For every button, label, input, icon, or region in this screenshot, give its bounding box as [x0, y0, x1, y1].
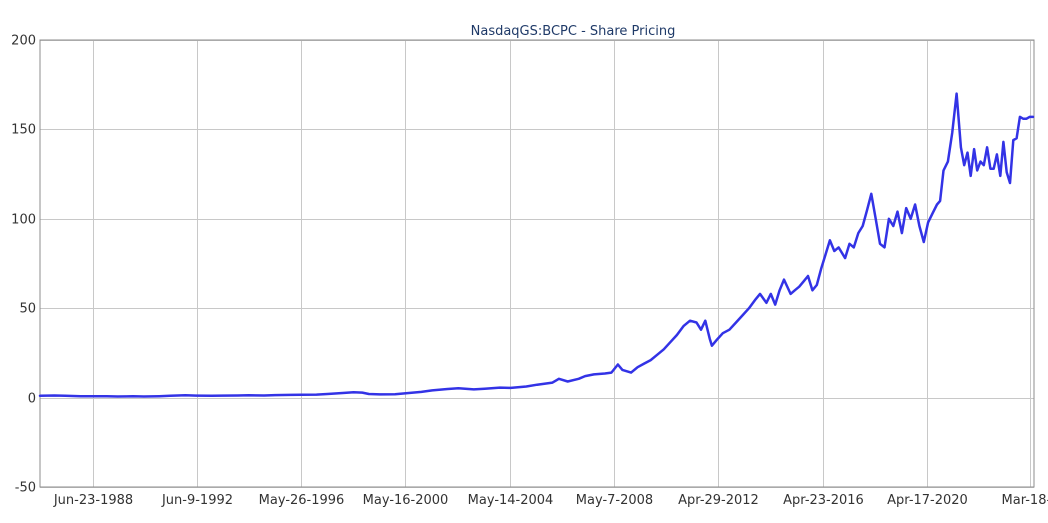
series-layer [38, 92, 1035, 398]
x-tick-label: May-16-2000 [363, 493, 449, 508]
plot-area-border [39, 39, 1035, 488]
chart-title: NasdaqGS:BCPC - Share Pricing [471, 24, 676, 39]
y-tick-label: 100 [11, 213, 36, 228]
price-series-line [38, 92, 1035, 398]
y-tick-label: 0 [28, 392, 36, 407]
x-tick-label: Apr-23-2016 [783, 493, 864, 508]
x-tick-label: Jun-23-1988 [53, 493, 133, 508]
y-tick-label: 150 [11, 123, 36, 138]
x-tick-label: Apr-29-2012 [678, 493, 759, 508]
y-tick-label: 50 [19, 302, 36, 317]
x-tick-label: Mar-18-2 [1002, 493, 1048, 508]
y-tick-label: -50 [15, 481, 36, 496]
x-tick-label: May-26-1996 [259, 493, 345, 508]
x-axis-ticks: Jun-23-1988 Jun-9-1992 May-26-1996 May-16-2… [53, 493, 1048, 508]
y-axis-ticks: 200 150 100 50 0 -50 [11, 34, 36, 496]
x-tick-label: May-7-2008 [576, 493, 653, 508]
chart-grid [40, 40, 1034, 488]
x-tick-label: Apr-17-2020 [887, 493, 968, 508]
x-tick-label: May-14-2004 [468, 493, 554, 508]
y-tick-label: 200 [11, 34, 36, 49]
x-tick-label: Jun-9-1992 [161, 493, 233, 508]
